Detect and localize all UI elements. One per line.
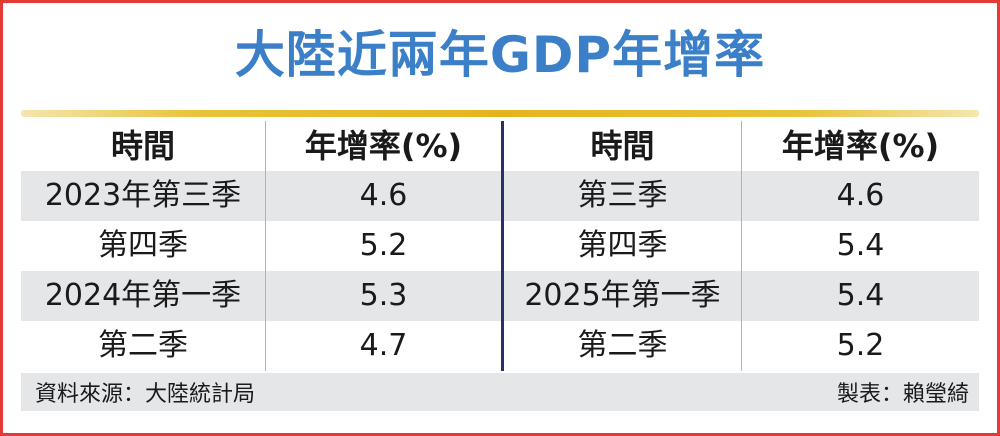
page-title: 大陸近兩年GDP年增率: [234, 26, 766, 84]
table-row: 第四季 5.2 第四季 5.4: [21, 221, 979, 271]
header-rate-right: 年增率(%): [741, 121, 979, 171]
table-cell: 第三季: [501, 171, 741, 221]
table-cell: 第二季: [98, 328, 188, 363]
gdp-table: 時間 年增率(%) 時間 年增率(%) 2023年第三季 4.6 第三季 4.6…: [21, 121, 979, 371]
table-footer: 資料來源：大陸統計局 製表：賴瑩綺: [21, 373, 979, 411]
source-note: 資料來源：大陸統計局: [35, 382, 256, 407]
table-cell: 4.6: [265, 171, 501, 221]
table-header-row: 時間 年增率(%) 時間 年增率(%): [21, 121, 979, 171]
table-cell: 5.2: [265, 221, 501, 271]
table-cell: 5.4: [741, 221, 979, 271]
header-time-left: 時間: [110, 127, 175, 165]
table-cell: 2023年第三季: [44, 178, 242, 213]
table-cell: 5.4: [741, 271, 979, 321]
table-row: 第二季 4.7 第二季 5.2: [21, 321, 979, 371]
table-cell: 2025年第一季: [501, 271, 741, 321]
table-row: 2023年第三季 4.6 第三季 4.6: [21, 171, 979, 221]
header-rate-left: 年增率(%): [265, 121, 501, 171]
table-cell: 2024年第一季: [44, 278, 242, 313]
table-cell: 第四季: [98, 228, 188, 263]
table-cell: 第四季: [501, 221, 741, 271]
header-time-right: 時間: [501, 121, 741, 171]
gold-divider: [21, 110, 979, 117]
table-cell: 4.6: [741, 171, 979, 221]
credit-note: 製表：賴瑩綺: [836, 382, 969, 407]
table-cell: 4.7: [265, 321, 501, 371]
table-row: 2024年第一季 5.3 2025年第一季 5.4: [21, 271, 979, 321]
table-cell: 5.2: [741, 321, 979, 371]
table-cell: 5.3: [265, 271, 501, 321]
table-cell: 第二季: [501, 321, 741, 371]
